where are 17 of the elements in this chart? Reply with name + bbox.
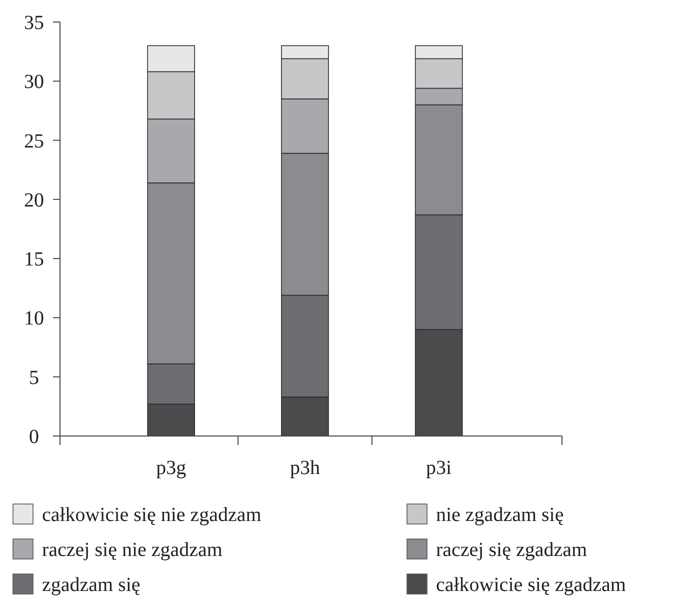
y-tick-label: 30 <box>24 71 44 94</box>
y-tick-label: 35 <box>24 12 44 34</box>
legend-label: całkowicie się nie zgadzam <box>42 504 262 526</box>
legend-label: nie zgadzam się <box>436 504 564 526</box>
legend-label: całkowicie się zgadzam <box>436 574 626 596</box>
legend-label: raczej się zgadzam <box>436 539 588 561</box>
x-tick-label: p3g <box>156 457 186 479</box>
y-tick-label: 10 <box>24 308 44 330</box>
y-tick-label: 5 <box>29 366 39 389</box>
legend-label: raczej się nie zgadzam <box>42 539 223 561</box>
y-tick-label: 20 <box>24 189 44 212</box>
legend-label: zgadzam się <box>42 574 140 596</box>
x-tick-label: p3i <box>426 457 452 479</box>
y-tick-label: 0 <box>29 426 39 448</box>
y-tick-label: 15 <box>24 248 44 271</box>
x-tick-label: p3h <box>290 457 320 479</box>
y-tick-label: 25 <box>24 130 44 152</box>
